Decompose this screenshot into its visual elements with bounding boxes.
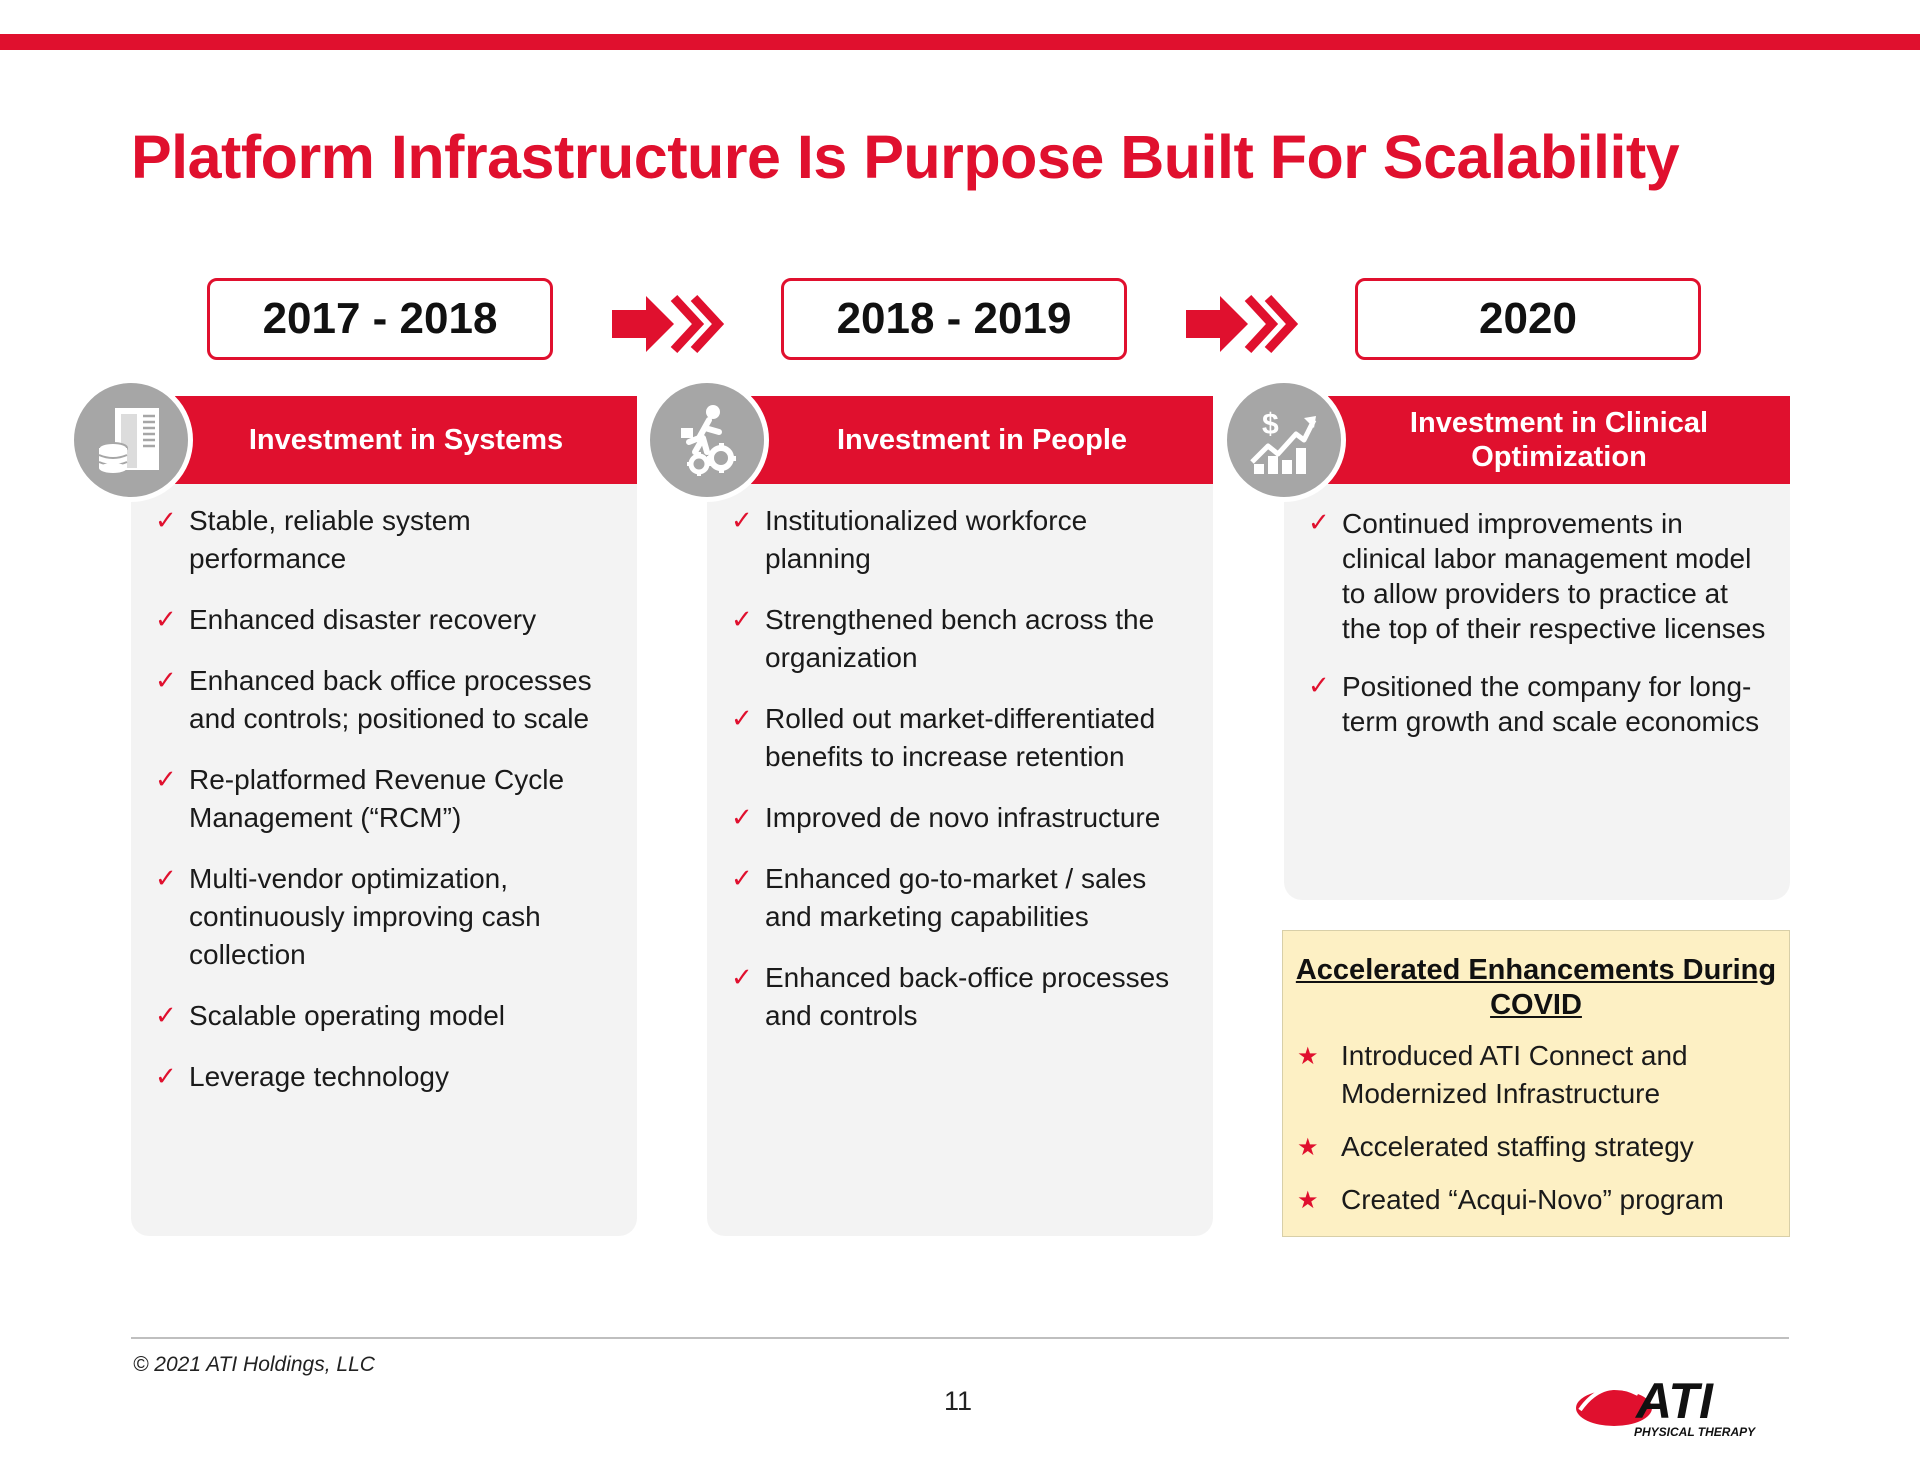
building-database-icon (69, 378, 193, 502)
period-box-2017-2018: 2017 - 2018 (207, 278, 553, 360)
star-icon: ★ (1297, 1186, 1319, 1214)
panel-people: Investment in People ✓ Institutionalized … (645, 378, 1213, 1236)
list-item: ✓ Enhanced go-to-market / sales and marke… (731, 860, 1195, 936)
copyright-text: © 2021 ATI Holdings, LLC (133, 1353, 375, 1376)
list-item: ✓ Scalable operating model (155, 997, 619, 1035)
list-item: ✓ Stable, reliable system performance (155, 502, 619, 578)
check-icon: ✓ (1308, 508, 1330, 538)
list-item: ✓ Positioned the company for long-term gr… (1308, 671, 1760, 737)
check-icon: ✓ (155, 864, 177, 894)
bullet-list-clinical: ✓ Continued improvements in clinical labo… (1308, 506, 1772, 762)
list-item: ✓ Strengthened bench across the organizat… (731, 601, 1195, 677)
panel-systems: Investment in Systems ✓ Stable, reliable … (69, 378, 637, 1236)
covid-list: ★ Introduced ATI Connect and Modernized I… (1297, 1037, 1779, 1234)
list-item: ★ Accelerated staffing strategy (1297, 1128, 1779, 1166)
logo-text: ATI (1634, 1373, 1714, 1429)
bullet-list-people: ✓ Institutionalized workforce planning ✓ S… (731, 502, 1195, 1058)
period-box-2020: 2020 (1355, 278, 1701, 360)
chevron-arrow-icon (1186, 294, 1299, 354)
panel-header-systems: Investment in Systems (175, 396, 637, 484)
chevron-arrow-icon (612, 294, 725, 354)
check-icon: ✓ (731, 864, 753, 894)
bullet-list-systems: ✓ Stable, reliable system performance ✓ En… (155, 502, 619, 1119)
list-item: ✓ Re-platformed Revenue Cycle Management … (155, 761, 619, 837)
dollar-growth-chart-icon: $ (1222, 378, 1346, 502)
check-icon: ✓ (731, 506, 753, 536)
check-icon: ✓ (1308, 671, 1330, 701)
page-title: Platform Infrastructure Is Purpose Built… (131, 123, 1680, 191)
check-icon: ✓ (155, 765, 177, 795)
list-item: ★ Introduced ATI Connect and Modernized I… (1297, 1037, 1779, 1113)
top-accent-bar (0, 34, 1920, 50)
page-number: 11 (944, 1386, 973, 1416)
svg-text:$: $ (1262, 408, 1279, 441)
check-icon: ✓ (155, 1062, 177, 1092)
check-icon: ✓ (155, 666, 177, 696)
logo-subtext: PHYSICAL THERAPY (1634, 1425, 1756, 1439)
list-item: ✓ Improved de novo infrastructure (731, 799, 1195, 837)
period-box-2018-2019: 2018 - 2019 (781, 278, 1127, 360)
list-item: ✓ Leverage technology (155, 1058, 619, 1096)
check-icon: ✓ (155, 1001, 177, 1031)
covid-title: Accelerated Enhancements During COVID (1295, 954, 1777, 1021)
panel-header-clinical: Investment in Clinical Optimization (1328, 396, 1790, 484)
check-icon: ✓ (731, 605, 753, 635)
list-item: ✓ Enhanced disaster recovery (155, 601, 619, 639)
check-icon: ✓ (731, 704, 753, 734)
list-item: ★ Created “Acqui-Novo” program (1297, 1181, 1779, 1219)
check-icon: ✓ (155, 506, 177, 536)
check-icon: ✓ (731, 803, 753, 833)
check-icon: ✓ (155, 605, 177, 635)
list-item: ✓ Rolled out market-differentiated benefi… (731, 700, 1195, 776)
panel-header-people: Investment in People (751, 396, 1213, 484)
ati-logo: ATI PHYSICAL THERAPY (1576, 1373, 1756, 1439)
list-item: ✓ Continued improvements in clinical labo… (1308, 508, 1766, 644)
star-icon: ★ (1297, 1133, 1319, 1161)
person-gears-icon (645, 378, 769, 502)
star-icon: ★ (1297, 1042, 1319, 1070)
list-item: ✓ Multi-vendor optimization, continuously… (155, 860, 619, 974)
footer-divider (131, 1337, 1789, 1339)
covid-enhancements-box: Accelerated Enhancements During COVID ★ I… (1282, 930, 1790, 1237)
check-icon: ✓ (731, 963, 753, 993)
list-item: ✓ Enhanced back-office processes and cont… (731, 959, 1195, 1035)
panel-clinical: Investment in Clinical Optimization $ ✓ C… (1222, 378, 1790, 900)
list-item: ✓ Enhanced back office processes and cont… (155, 662, 619, 738)
list-item: ✓ Institutionalized workforce planning (731, 502, 1195, 578)
